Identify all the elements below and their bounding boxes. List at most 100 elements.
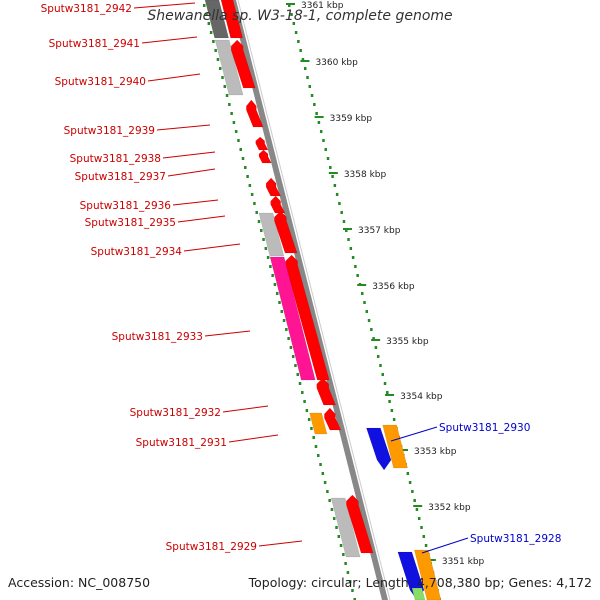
gene-label-text[interactable]: Sputw3181_2939 (64, 125, 155, 137)
tick-dot (370, 328, 373, 331)
gene-label-text[interactable]: Sputw3181_2935 (85, 217, 176, 229)
tick-dot (212, 40, 215, 43)
tick-dot (264, 247, 268, 250)
gene-label-text[interactable]: Sputw3181_2930 (439, 422, 530, 434)
gene-label-leader (167, 168, 216, 177)
gene-label-leader (204, 330, 251, 337)
gene-label-left[interactable]: Sputw3181_2933 (112, 330, 251, 343)
gene-label-right[interactable]: Sputw3181_2928 (421, 533, 561, 554)
tick-dot (228, 103, 231, 106)
tick-dot (303, 400, 306, 403)
gene-label-text[interactable]: Sputw3181_2942 (41, 3, 132, 15)
tick-dot (315, 112, 318, 115)
tick-dot (376, 355, 380, 358)
gene-label-leader (156, 124, 211, 131)
tick-dot (310, 94, 314, 97)
gene-feature-2929 (346, 494, 374, 554)
tick-dot (372, 337, 375, 340)
tick-dot (333, 184, 337, 187)
gene-label-left[interactable]: Sputw3181_2931 (136, 434, 279, 449)
tick-dot (301, 58, 305, 61)
tick-dot (246, 175, 249, 178)
gene-label-text[interactable]: Sputw3181_2938 (70, 153, 161, 165)
tick-dot (250, 193, 254, 196)
tick-dot (340, 211, 343, 214)
tick-dot (207, 22, 211, 25)
tick-dot (278, 301, 281, 304)
gene-label-text[interactable]: Sputw3181_2928 (470, 533, 561, 545)
gene-label-left[interactable]: Sputw3181_2942 (41, 2, 196, 15)
gene-feature-grey-2929 (330, 497, 361, 558)
tick-dot (218, 67, 222, 70)
gene-label-left[interactable]: Sputw3181_2934 (91, 243, 241, 258)
tick-dot (413, 499, 416, 502)
gene-label-right[interactable]: Sputw3181_2930 (390, 422, 530, 442)
tick-dot (317, 454, 320, 457)
tick-dot (285, 328, 288, 331)
tick-dot (348, 580, 352, 583)
tick-dot (326, 490, 329, 493)
gene-label-left[interactable]: Sputw3181_2941 (49, 36, 198, 50)
tick-dot (237, 139, 240, 142)
tick-dot (216, 58, 220, 61)
tick-dot (337, 535, 341, 538)
gene-label-text[interactable]: Sputw3181_2936 (80, 200, 172, 212)
tick-dot (209, 31, 213, 34)
gene-label-text[interactable]: Sputw3181_2937 (75, 171, 166, 183)
tick-dot (294, 364, 297, 367)
tick-dot (415, 508, 419, 511)
gene-label-leader (258, 540, 303, 547)
tick-dot (305, 409, 309, 412)
tick-dot (282, 319, 286, 322)
kbp-tick-label: 3361 kbp (301, 1, 344, 11)
gene-label-text[interactable]: Sputw3181_2934 (91, 246, 183, 258)
tick-dot (298, 382, 302, 385)
feature-layer (204, 0, 442, 600)
gene-label-text[interactable]: Sputw3181_2940 (55, 76, 146, 88)
tick-dot (345, 229, 348, 232)
tick-dot (342, 220, 346, 223)
tick-dot (307, 418, 311, 421)
tick-dot (317, 121, 321, 124)
tick-dot (374, 346, 378, 349)
kbp-tick-label: 3356 kbp (372, 282, 415, 292)
gene-label-leader (141, 36, 198, 44)
tick-dot (241, 157, 245, 160)
tick-dot (239, 148, 242, 151)
gene-feature-2942 (220, 0, 243, 39)
gene-label-left[interactable]: Sputw3181_2940 (55, 73, 201, 88)
gene-label-leader (421, 537, 469, 554)
tick-dot (347, 238, 350, 241)
tick-dot (329, 166, 332, 169)
gene-label-left[interactable]: Sputw3181_2929 (166, 540, 303, 553)
tick-dot (292, 22, 296, 25)
gene-label-text[interactable]: Sputw3181_2941 (49, 38, 140, 50)
tick-dot (344, 562, 347, 565)
gene-label-left[interactable]: Sputw3181_2936 (80, 199, 219, 212)
gene-label-text[interactable]: Sputw3181_2929 (166, 541, 257, 553)
tick-dot (323, 481, 327, 484)
gene-label-left[interactable]: Sputw3181_2939 (64, 124, 211, 137)
tick-dot (338, 202, 341, 205)
tick-dot (328, 499, 331, 502)
tick-dot (339, 544, 343, 547)
gene-label-leader (177, 215, 226, 223)
gene-label-text[interactable]: Sputw3181_2933 (112, 331, 203, 343)
gene-feature-2931 (324, 407, 342, 431)
tick-dot (297, 40, 300, 43)
tick-dot (275, 292, 279, 295)
tick-dot (306, 76, 309, 79)
tick-dot (356, 274, 359, 277)
gene-label-left[interactable]: Sputw3181_2935 (85, 215, 226, 229)
tick-dot (257, 220, 261, 223)
gene-label-left[interactable]: Sputw3181_2932 (130, 405, 269, 419)
tick-dot (335, 193, 339, 196)
gene-label-left[interactable]: Sputw3181_2938 (70, 151, 216, 165)
tick-dot (223, 85, 227, 88)
tick-dot (365, 310, 369, 313)
tick-dot (287, 337, 290, 340)
gene-label-text[interactable]: Sputw3181_2932 (130, 407, 221, 419)
gene-label-text[interactable]: Sputw3181_2931 (136, 437, 227, 449)
gene-label-left[interactable]: Sputw3181_2937 (75, 168, 216, 183)
